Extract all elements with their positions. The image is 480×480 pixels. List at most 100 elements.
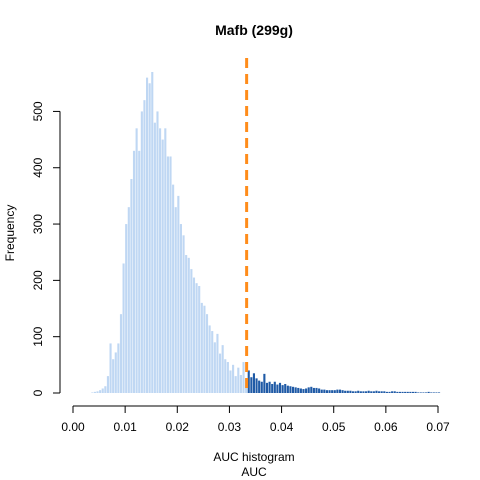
- histogram-bar: [310, 386, 313, 393]
- histogram-bar: [216, 333, 219, 393]
- histogram-bar: [143, 100, 146, 393]
- x-axis-sublabel: AUC: [241, 465, 267, 479]
- histogram-bar: [398, 391, 401, 393]
- histogram-bar: [252, 373, 255, 393]
- histogram-bar: [125, 224, 128, 393]
- histogram-bar: [367, 390, 370, 393]
- histogram-bar: [182, 235, 185, 393]
- histogram-bar: [242, 362, 245, 393]
- histogram-bar: [221, 345, 224, 393]
- histogram-bar: [258, 380, 261, 393]
- histogram-bar: [148, 83, 151, 393]
- histogram-bar: [138, 150, 141, 393]
- histogram-bar: [338, 389, 342, 393]
- histogram-bar: [112, 359, 115, 393]
- histogram-bar: [328, 390, 331, 393]
- histogram-bar: [250, 377, 253, 393]
- histogram-bar: [292, 386, 295, 393]
- histogram-bar: [435, 392, 438, 393]
- histogram-bar: [190, 269, 193, 393]
- histogram-bar: [325, 390, 328, 393]
- histogram-bar: [205, 314, 209, 393]
- histogram-bar: [273, 381, 276, 393]
- histogram-bar: [351, 391, 355, 393]
- histogram-bar: [195, 283, 198, 393]
- histogram-bar: [229, 370, 232, 393]
- histogram-bar: [130, 179, 133, 393]
- histogram-bar: [122, 263, 125, 393]
- x-tick-label: 0.06: [374, 420, 398, 434]
- histogram-bar: [185, 255, 188, 393]
- histogram-bar: [153, 122, 156, 394]
- y-axis-label: Frequency: [3, 205, 17, 262]
- histogram-bar: [177, 195, 180, 393]
- histogram-bar: [192, 277, 196, 393]
- histogram-bar: [146, 77, 149, 393]
- histogram-bar: [438, 392, 441, 393]
- histogram-bar: [164, 128, 167, 393]
- histogram-bar: [172, 184, 175, 393]
- y-tick-label: 0: [31, 389, 45, 396]
- histogram-bar: [424, 392, 428, 393]
- histogram-bar: [114, 352, 117, 393]
- histogram-bar: [375, 390, 378, 393]
- histogram-bar: [174, 207, 177, 393]
- histogram-bar: [417, 392, 420, 393]
- histogram-bar: [289, 386, 292, 393]
- histogram-bar: [96, 391, 99, 393]
- histogram-bar: [276, 384, 279, 393]
- histogram-bar: [265, 382, 269, 393]
- histogram-bar: [354, 391, 357, 393]
- histogram-bar: [169, 156, 172, 393]
- histogram-bar: [239, 374, 242, 393]
- histogram-bar: [297, 387, 300, 393]
- histogram-bar: [179, 224, 182, 393]
- histogram-bar: [234, 376, 237, 393]
- x-tick-label: 0.03: [218, 420, 242, 434]
- histogram-bar: [284, 383, 287, 393]
- histogram-bar: [404, 391, 407, 393]
- chart-title: Mafb (299g): [215, 22, 293, 38]
- histogram-bar: [430, 392, 433, 393]
- x-axis-label: AUC histogram: [213, 450, 294, 464]
- histogram-bar: [161, 139, 164, 393]
- histogram-bar: [312, 387, 315, 393]
- histogram-bar: [187, 257, 190, 393]
- histogram-bar: [362, 391, 365, 393]
- histogram-bar: [406, 391, 409, 393]
- histogram-bar: [278, 382, 282, 393]
- histogram-bar: [383, 391, 386, 393]
- x-tick-label: 0.05: [322, 420, 346, 434]
- histogram-bar: [359, 391, 362, 393]
- histogram-bar: [135, 128, 138, 393]
- histogram-bar: [200, 302, 203, 393]
- histogram-bar: [378, 391, 381, 393]
- histogram-bar: [91, 392, 94, 393]
- histogram-bar: [208, 325, 211, 393]
- histogram-bar: [318, 388, 321, 393]
- histogram-bar: [213, 342, 216, 393]
- histogram-bar: [419, 392, 422, 393]
- histogram-bar: [302, 389, 305, 393]
- histogram-bar: [247, 370, 250, 393]
- histogram-bar: [333, 390, 336, 393]
- x-tick-label: 0.02: [166, 420, 190, 434]
- histogram-bar: [156, 111, 159, 394]
- histogram-bar: [305, 388, 308, 393]
- y-axis: 0 100 200 300 400 500: [31, 101, 61, 396]
- histogram-bar: [151, 72, 154, 393]
- histogram-bar: [211, 331, 214, 393]
- histogram-bar: [127, 207, 130, 393]
- histogram-bar: [294, 387, 297, 393]
- histogram-bar: [99, 390, 102, 393]
- histogram-bar: [237, 367, 240, 393]
- histogram-bar: [346, 390, 349, 393]
- histogram-bar: [422, 392, 425, 393]
- histogram-bar: [409, 391, 412, 393]
- histogram-bar: [198, 286, 201, 393]
- histogram-bars: [91, 72, 441, 394]
- histogram-bar: [372, 391, 375, 393]
- histogram-bar: [391, 391, 394, 393]
- histogram-bar: [109, 343, 112, 393]
